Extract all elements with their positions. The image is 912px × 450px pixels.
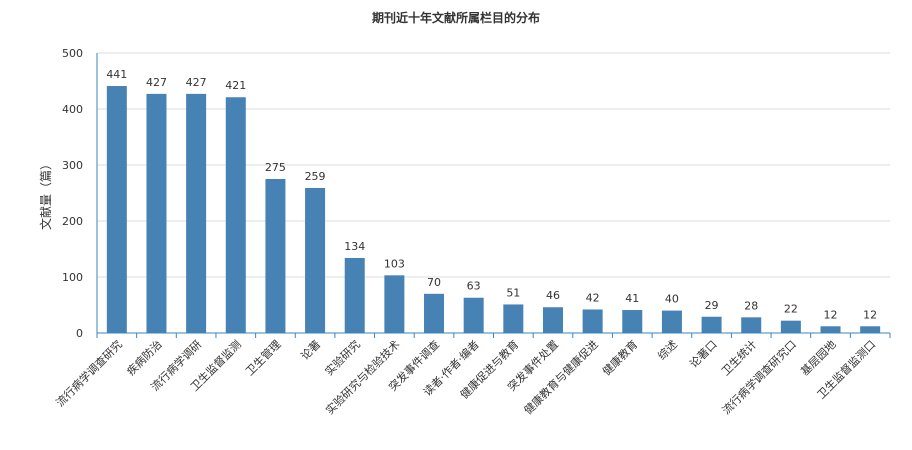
data-label: 51: [506, 286, 520, 299]
x-tick-label: 健康教育与健康促进: [521, 337, 601, 417]
bar: [622, 310, 643, 333]
data-label: 12: [824, 308, 838, 321]
bar: [225, 97, 246, 334]
y-tick-label: 300: [62, 159, 83, 172]
data-label: 259: [305, 170, 326, 183]
chart-title: 期刊近十年文献所属栏目的分布: [372, 10, 540, 25]
bar: [582, 309, 603, 333]
x-tick-label: 实验研究与检验技术: [323, 337, 403, 417]
gridlines: [97, 52, 890, 278]
data-label: 29: [705, 299, 719, 312]
x-tick-label: 综述: [655, 337, 680, 362]
x-tick-label: 卫生统计: [718, 337, 759, 378]
x-tick-label: 卫生管理: [243, 337, 284, 378]
y-tick-label: 400: [62, 103, 83, 116]
x-tick-label: 流行病学调查研究口: [719, 337, 799, 417]
bar: [186, 93, 207, 333]
y-tick-label: 500: [62, 47, 83, 60]
y-axis-ticks: 0 100 200 300 400 500: [62, 47, 83, 340]
bar: [860, 326, 881, 333]
x-tick-label: 流行病学调查研究: [53, 337, 125, 409]
data-label: 70: [427, 276, 441, 289]
x-tick-label: 实验研究: [322, 337, 363, 378]
bar: [384, 275, 405, 333]
x-tick-label: 基层园地: [798, 338, 838, 378]
data-label: 421: [225, 79, 246, 92]
data-label: 12: [863, 308, 877, 321]
data-label: 46: [546, 289, 560, 302]
bar: [305, 187, 326, 333]
x-tick-label: 健康教育: [599, 337, 640, 378]
data-label: 103: [384, 257, 405, 270]
x-tick-label: 疾病防治: [124, 337, 165, 378]
y-axis-label: 文献量（篇）: [38, 158, 53, 230]
bar: [106, 86, 127, 333]
data-label: 63: [467, 280, 481, 293]
data-label: 441: [106, 68, 127, 81]
x-tick-label: 论著: [298, 337, 323, 362]
bar: [503, 304, 524, 333]
bar: [780, 320, 801, 333]
bar: [146, 93, 167, 333]
data-label: 42: [586, 291, 600, 304]
bars: [106, 86, 881, 334]
data-labels: 441 427 427 421 275 259 134 103 70 63 51 46 42 41 40 29…: [106, 68, 877, 321]
y-tick-label: 0: [76, 327, 83, 340]
data-label: 41: [625, 292, 639, 305]
bar: [701, 316, 722, 333]
data-label: 427: [186, 76, 207, 89]
data-label: 275: [265, 161, 286, 174]
x-tick-label: 论著口: [686, 337, 719, 370]
bar: [463, 297, 484, 333]
bar: [265, 179, 286, 333]
bar: [542, 307, 563, 333]
data-label: 134: [344, 240, 365, 253]
y-tick-label: 200: [62, 215, 83, 228]
y-tick-label: 100: [62, 271, 83, 284]
data-label: 28: [744, 299, 758, 312]
data-label: 427: [146, 76, 167, 89]
bar: [661, 310, 682, 333]
data-label: 40: [665, 293, 679, 306]
bar: [424, 293, 445, 333]
bar: [741, 317, 762, 333]
bar: [820, 326, 841, 333]
bar: [344, 257, 365, 333]
data-label: 22: [784, 303, 798, 316]
